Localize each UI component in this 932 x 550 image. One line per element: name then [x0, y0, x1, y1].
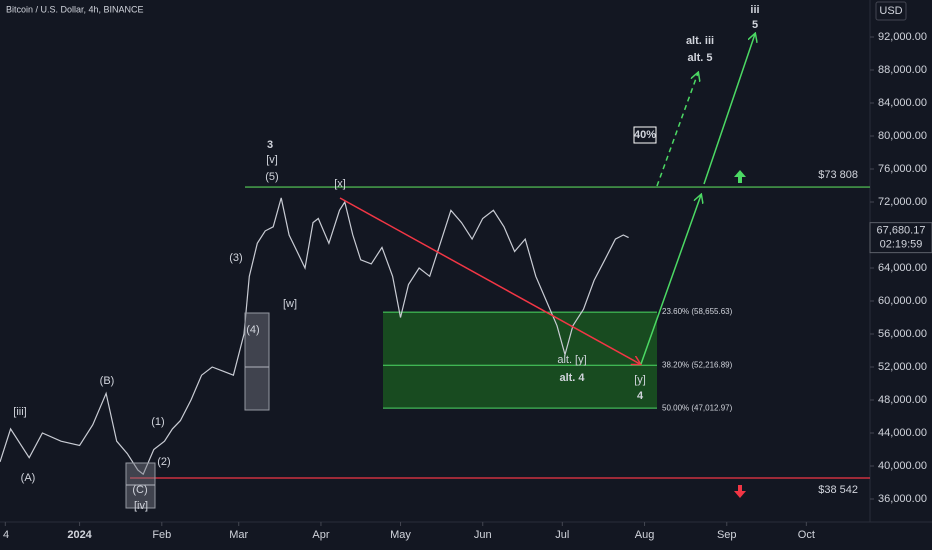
fib-label: 50.00% (47,012.97)	[662, 403, 733, 412]
wave-label: (B)	[100, 375, 115, 387]
up-icon	[734, 170, 746, 183]
wave-label: alt. 5	[687, 52, 712, 64]
unit-box	[875, 1, 907, 21]
alt-projection-arrow	[656, 73, 698, 187]
y-tick-label: 36,000.00	[878, 493, 927, 505]
wave-label: (1)	[151, 416, 164, 428]
level-label: $73 808	[818, 169, 858, 181]
x-tick-label: Oct	[798, 529, 815, 541]
layers: 23.60% (58,655.63) 38.20% (52,216.89) 50.0…	[0, 169, 870, 496]
x-tick-label: Apr	[312, 529, 329, 541]
wave-label: (3)	[229, 252, 242, 264]
wave-label: iii	[750, 4, 759, 16]
wave-label: (A)	[21, 472, 36, 484]
x-tick-label: Feb	[152, 529, 171, 541]
x-tick-label: Sep	[717, 529, 737, 541]
x-tick-label: Jun	[474, 529, 492, 541]
x-tick-label: May	[390, 529, 411, 541]
x-tick-label: 4	[3, 529, 9, 541]
x-tick-label: Jul	[555, 529, 569, 541]
unit-label: USD	[879, 5, 902, 17]
wave-label: [y]	[634, 374, 646, 386]
wave-label: [w]	[283, 298, 297, 310]
wave-label: [iii]	[13, 406, 26, 418]
wave-label: [iv]	[134, 500, 148, 512]
projection-arrow	[339, 197, 640, 364]
wave-label: 4	[637, 390, 644, 402]
price-line	[0, 197, 629, 476]
wave-label: alt. [y]	[557, 354, 586, 366]
wave-label: 5	[752, 19, 758, 31]
y-tick-label: 88,000.00	[878, 64, 927, 76]
wave-label: (C)	[132, 484, 147, 496]
down-icon	[734, 485, 746, 498]
projection-arrow	[640, 195, 701, 365]
wave-label: alt. 4	[559, 372, 585, 384]
wave-label: (2)	[157, 456, 170, 468]
y-tick-label: 40,000.00	[878, 460, 927, 472]
x-tick-label: Aug	[635, 529, 655, 541]
y-tick-label: 60,000.00	[878, 295, 927, 307]
y-tick-label: 64,000.00	[878, 262, 927, 274]
projection-arrow	[703, 34, 755, 185]
last-price-box	[869, 222, 932, 254]
wave-label: [x]	[334, 178, 346, 190]
y-tick-label: 72,000.00	[878, 196, 927, 208]
wave-label: alt. iii	[686, 35, 714, 47]
wave-label: 40%	[634, 129, 656, 141]
y-tick-label: 52,000.00	[878, 361, 927, 373]
x-tick-label: Mar	[229, 529, 248, 541]
fib-zone	[383, 312, 657, 409]
level-label: $38 542	[818, 484, 858, 496]
y-tick-label: 92,000.00	[878, 31, 927, 43]
wave-label: [v]	[266, 154, 278, 166]
y-tick-label: 48,000.00	[878, 394, 927, 406]
wave-box	[244, 312, 270, 411]
y-tick-label: 56,000.00	[878, 328, 927, 340]
fib-label: 38.20% (52,216.89)	[662, 360, 733, 369]
y-tick-label: 76,000.00	[878, 163, 927, 175]
wave-label: (5)	[265, 171, 278, 183]
fib-label: 23.60% (58,655.63)	[662, 307, 733, 316]
wave-label: 3	[267, 139, 273, 151]
x-tick-label: 2024	[67, 529, 92, 541]
countdown: 02:19:59	[880, 239, 923, 251]
y-tick-label: 44,000.00	[878, 427, 927, 439]
last-price-label: 67,680.17	[877, 225, 926, 237]
y-tick-label: 84,000.00	[878, 97, 927, 109]
wave-label: (4)	[246, 324, 259, 336]
y-tick-label: 80,000.00	[878, 130, 927, 142]
probability-box	[633, 126, 657, 144]
chart-title: Bitcoin / U.S. Dollar, 4h, BINANCE	[6, 4, 144, 14]
